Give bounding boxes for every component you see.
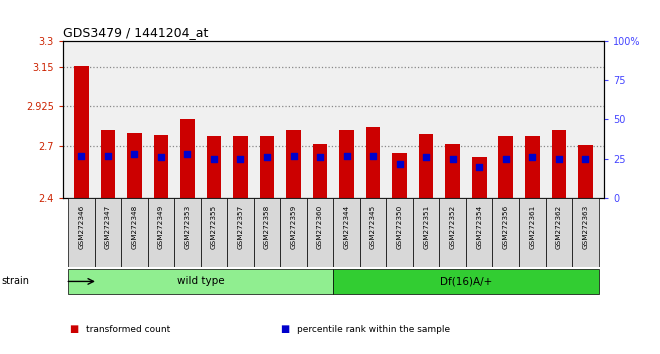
Text: GSM272349: GSM272349 bbox=[158, 205, 164, 249]
Bar bbox=[578, 145, 593, 198]
Text: GSM272344: GSM272344 bbox=[344, 205, 350, 249]
Bar bbox=[392, 153, 407, 198]
Point bbox=[500, 156, 511, 162]
Point bbox=[580, 156, 591, 162]
Text: GSM272353: GSM272353 bbox=[184, 205, 190, 249]
Bar bbox=[446, 144, 460, 198]
Bar bbox=[339, 130, 354, 198]
Point bbox=[315, 154, 325, 160]
Point bbox=[447, 156, 458, 162]
Text: GSM272358: GSM272358 bbox=[264, 205, 270, 249]
Bar bbox=[259, 136, 275, 198]
Bar bbox=[546, 198, 572, 267]
Text: GSM272351: GSM272351 bbox=[423, 205, 429, 249]
Text: GSM272355: GSM272355 bbox=[211, 205, 217, 249]
Point bbox=[394, 161, 405, 166]
Bar bbox=[68, 269, 333, 294]
Bar bbox=[572, 198, 599, 267]
Bar bbox=[333, 269, 599, 294]
Point bbox=[341, 153, 352, 159]
Text: GSM272357: GSM272357 bbox=[238, 205, 244, 249]
Text: GSM272360: GSM272360 bbox=[317, 205, 323, 249]
Bar bbox=[207, 136, 221, 198]
Point bbox=[262, 154, 273, 160]
Point bbox=[554, 156, 564, 162]
Point bbox=[368, 153, 378, 159]
Bar bbox=[94, 198, 121, 267]
Text: percentile rank within the sample: percentile rank within the sample bbox=[297, 325, 450, 334]
Bar bbox=[552, 130, 566, 198]
Text: GSM272361: GSM272361 bbox=[529, 205, 535, 249]
Point bbox=[474, 164, 484, 170]
Bar bbox=[100, 130, 115, 198]
Bar bbox=[313, 144, 327, 198]
Bar bbox=[233, 136, 248, 198]
Text: GSM272362: GSM272362 bbox=[556, 205, 562, 249]
Bar bbox=[154, 135, 168, 198]
Bar bbox=[174, 198, 201, 267]
Bar bbox=[121, 198, 148, 267]
Point bbox=[102, 153, 113, 159]
Bar bbox=[440, 198, 466, 267]
Bar bbox=[360, 198, 386, 267]
Bar bbox=[386, 198, 413, 267]
Bar bbox=[498, 136, 513, 198]
Text: wild type: wild type bbox=[177, 276, 224, 286]
Bar bbox=[472, 157, 486, 198]
Text: ■: ■ bbox=[69, 324, 79, 334]
Text: Df(16)A/+: Df(16)A/+ bbox=[440, 276, 492, 286]
Text: GSM272363: GSM272363 bbox=[582, 205, 588, 249]
Point bbox=[129, 151, 140, 157]
Bar bbox=[492, 198, 519, 267]
Bar bbox=[419, 135, 434, 198]
Text: GSM272348: GSM272348 bbox=[131, 205, 137, 249]
Point bbox=[235, 156, 246, 162]
Bar bbox=[148, 198, 174, 267]
Text: GSM272347: GSM272347 bbox=[105, 205, 111, 249]
Bar bbox=[280, 198, 307, 267]
Bar bbox=[466, 198, 492, 267]
Point bbox=[288, 153, 299, 159]
Bar bbox=[227, 198, 253, 267]
Bar bbox=[253, 198, 280, 267]
Text: GSM272359: GSM272359 bbox=[290, 205, 296, 249]
Bar bbox=[333, 198, 360, 267]
Point bbox=[421, 154, 432, 160]
Point bbox=[209, 156, 219, 162]
Bar bbox=[201, 198, 227, 267]
Bar bbox=[366, 127, 380, 198]
Bar bbox=[68, 198, 94, 267]
Text: GSM272354: GSM272354 bbox=[477, 205, 482, 249]
Point bbox=[76, 153, 86, 159]
Text: GSM272346: GSM272346 bbox=[79, 205, 84, 249]
Text: GDS3479 / 1441204_at: GDS3479 / 1441204_at bbox=[63, 26, 208, 39]
Bar bbox=[286, 130, 301, 198]
Bar bbox=[180, 119, 195, 198]
Point bbox=[527, 154, 537, 160]
Bar bbox=[413, 198, 440, 267]
Bar bbox=[519, 198, 546, 267]
Point bbox=[156, 154, 166, 160]
Text: ■: ■ bbox=[280, 324, 290, 334]
Bar bbox=[74, 66, 88, 198]
Text: strain: strain bbox=[1, 276, 29, 286]
Text: GSM272350: GSM272350 bbox=[397, 205, 403, 249]
Text: GSM272352: GSM272352 bbox=[449, 205, 455, 249]
Bar bbox=[525, 136, 540, 198]
Bar bbox=[307, 198, 333, 267]
Point bbox=[182, 151, 193, 157]
Bar bbox=[127, 133, 142, 198]
Text: GSM272345: GSM272345 bbox=[370, 205, 376, 249]
Text: transformed count: transformed count bbox=[86, 325, 170, 334]
Text: GSM272356: GSM272356 bbox=[503, 205, 509, 249]
